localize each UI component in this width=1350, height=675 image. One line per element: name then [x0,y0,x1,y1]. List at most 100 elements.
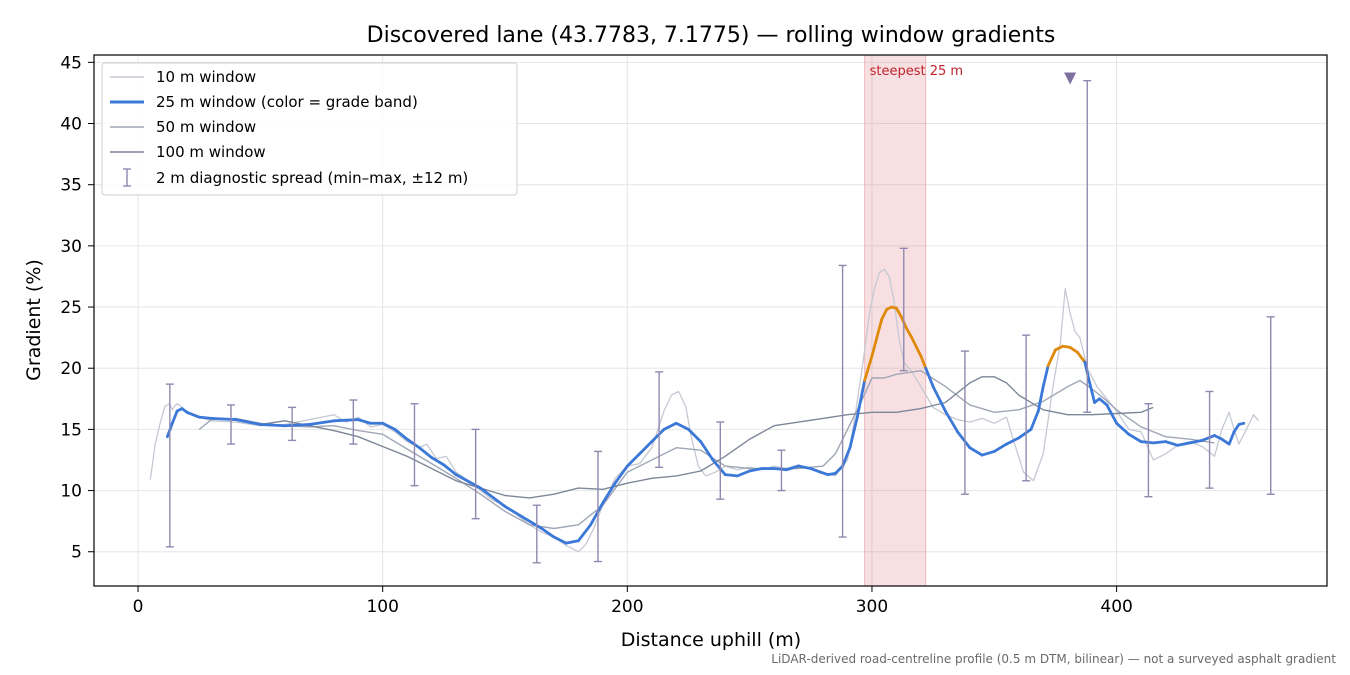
series-25m-segment [1220,437,1231,446]
series-25m-segment [1151,440,1167,445]
series-25m-segment [1188,439,1204,445]
spread-bar [899,247,908,372]
series-25m-segment [784,464,800,472]
diagnostic-spread-bars [165,79,1275,564]
series-25m-segment [1098,397,1109,407]
series-25m-segment [1068,346,1079,354]
series-25m-segment [1036,385,1045,413]
series-25m-segment [307,419,336,426]
series-25m-segment [924,366,935,388]
series-25m-segment [699,440,715,462]
series-25m-segment [1088,381,1096,404]
series-25m-segment [1176,441,1192,447]
spread-bar [471,428,480,520]
steepest-segment-band [864,54,927,587]
series-25m-segment [210,416,238,422]
x-tick-label: 100 [366,597,398,617]
series-25m-segment [258,423,287,428]
series-25m-segment [943,409,959,434]
series-25m-segment [1017,427,1033,440]
series-25m-segment [1115,421,1131,436]
series-25m-segment [197,415,213,420]
series-25m-segment [417,446,434,459]
series-25m-segment [381,421,397,431]
series-25m-segment [687,427,703,444]
spread-bar [227,404,235,445]
series-25m-segment [601,481,617,505]
series-25m-segment [170,409,179,425]
series-line-10m [149,268,1260,553]
y-tick-label: 10 [60,482,82,502]
spread-bar [838,264,847,538]
spread-bar [777,449,786,492]
y-tick-label: 15 [60,420,82,440]
series-25m-segment [914,344,923,358]
series-25m-segment [904,326,913,338]
footnote: LiDAR-derived road-centreline profile (0… [771,652,1336,666]
legend-label-25m: 25 m window (color = grade band) [156,93,418,111]
series-25m-segment [1232,423,1241,434]
series-25m-segment [848,415,859,450]
series-25m-segment [332,418,360,423]
series-25m-segment [638,440,654,456]
series-25m-segment [662,421,678,431]
series-25m-segment [576,523,593,543]
series-25m-segment [980,450,996,457]
y-tick-label: 25 [60,298,82,318]
y-tick-label: 45 [60,53,82,73]
series-25m-segment [405,437,421,450]
series-25m-segment [1076,350,1087,364]
spread-bar [1144,402,1153,498]
y-tick-label: 30 [60,237,82,257]
series-25m-segment [919,354,928,370]
x-tick-label: 0 [133,597,144,617]
series-25m-segment [442,463,458,477]
series-25m-segment [674,421,690,431]
y-tick-label: 5 [71,543,82,563]
spread-bar [655,371,664,469]
y-tick-label: 35 [60,176,82,196]
legend-box [101,62,518,196]
series-25m-segment [723,473,739,478]
x-tick-label: 400 [1100,597,1132,617]
series-25m-segment [552,535,568,545]
series-25m-segment [992,442,1008,453]
series-25m-segment [625,452,641,468]
series-25m-segment [1005,436,1021,446]
series-25m-segment [1029,409,1040,431]
series-25m-segment [1046,348,1057,368]
spread-bar [288,406,297,442]
series-25m-segment [356,418,372,425]
max-spread-marker-icon [1064,72,1077,85]
series-25m-segment [589,501,605,527]
spread-bar [960,350,969,495]
series-25m-segment [711,458,727,477]
y-tick-label: 20 [60,359,82,379]
series-25m-segment [479,486,507,508]
axis-ticks: 0 100 200 300 400 5 10 15 20 25 30 35 40 45 [60,53,1132,617]
series-25m-segment [564,539,580,545]
spread-bar [410,402,419,487]
x-axis-label: Distance uphill (m) [621,629,801,651]
spread-bar [593,450,602,563]
series-25m-segment [503,505,531,523]
spread-bar [1022,334,1031,482]
series-25m-segment [931,385,947,413]
series-25m-segment [1164,440,1180,447]
series-25m-segment [613,464,629,485]
series-25m-segment [909,335,918,348]
legend-label-100m: 100 m window [156,143,266,161]
series-25m-segment [234,418,262,426]
series-25m-segment [1227,430,1236,446]
spread-bar [1083,79,1092,413]
series-25m-segment [1041,364,1050,388]
series-25m-segment [283,423,311,428]
y-tick-label: 40 [60,115,82,135]
series-25m-segment [528,519,544,530]
chart-title: Discovered lane (43.7783, 7.1775) — roll… [367,23,1056,48]
x-tick-label: 300 [856,597,888,617]
steepest-segment-label: steepest 25 m [870,64,963,79]
spread-bar [1266,316,1275,495]
spread-bar [349,399,358,445]
